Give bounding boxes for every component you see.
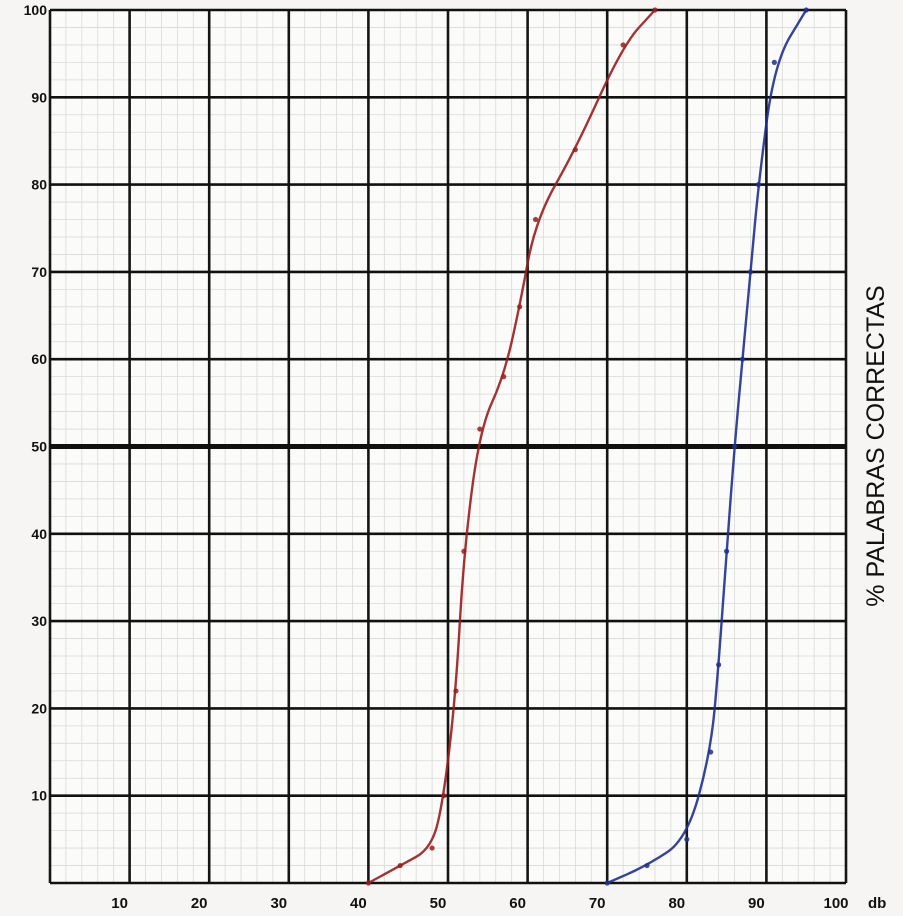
- series-point-0: [532, 216, 539, 223]
- y-tick-label: 50: [31, 439, 47, 455]
- y-tick-label: 80: [31, 177, 47, 193]
- x-tick-label: 10: [111, 895, 128, 912]
- x-tick-label: 50: [430, 895, 447, 912]
- series-point-1: [604, 880, 610, 886]
- series-point-0: [652, 7, 658, 13]
- series-layer: [365, 7, 809, 886]
- series-point-1: [644, 862, 650, 869]
- series-point-0: [365, 880, 371, 886]
- y-tick-label: 100: [24, 2, 48, 18]
- x-tick-label: 90: [748, 895, 765, 912]
- y-tick-label: 20: [31, 700, 47, 716]
- series-point-1: [755, 182, 762, 188]
- series-point-0: [620, 42, 626, 48]
- series-point-0: [572, 147, 578, 153]
- series-point-1: [803, 7, 809, 13]
- series-line-1: [606, 8, 808, 885]
- x-tick-label: 30: [270, 895, 287, 912]
- series-point-1: [771, 59, 777, 65]
- series-point-0: [441, 793, 447, 799]
- y-tick-label: 10: [31, 788, 47, 804]
- series-point-1: [731, 443, 738, 450]
- series-point-1: [747, 269, 754, 275]
- x-tick-label: 80: [668, 895, 685, 912]
- x-tick-label: 100: [823, 895, 848, 912]
- x-tick-label: 70: [589, 895, 606, 912]
- series-point-0: [501, 374, 507, 380]
- series-point-1: [739, 356, 746, 362]
- y-tick-label: 90: [31, 89, 47, 105]
- y-axis-title: % PALABRAS CORRECTAS: [862, 285, 890, 606]
- series-point-0: [477, 426, 483, 432]
- x-tick-label: 40: [350, 895, 367, 912]
- series-point-0: [397, 862, 403, 869]
- y-tick-label: 60: [31, 351, 47, 367]
- tick-labels: 10 20 30 40 50 60 70 80 90 100 10 20 30 40 50 60 70 80 90 1…: [24, 2, 849, 912]
- series-line-0: [367, 8, 657, 885]
- x-tick-label: 60: [509, 895, 526, 912]
- series-point-0: [429, 845, 435, 851]
- series-point-0: [461, 548, 467, 554]
- series-point-1: [684, 836, 690, 842]
- major-grid: [48, 8, 848, 885]
- series-point-1: [716, 662, 722, 668]
- series-point-0: [453, 688, 459, 694]
- series-point-1: [708, 749, 714, 755]
- y-tick-label: 30: [31, 613, 47, 629]
- series-point-0: [517, 304, 523, 310]
- y-tick-label: 70: [31, 264, 47, 280]
- y-tick-label: 40: [31, 526, 47, 542]
- x-tick-label: 20: [191, 895, 208, 912]
- x-axis-unit-label: db: [868, 895, 886, 912]
- series-point-1: [724, 548, 730, 554]
